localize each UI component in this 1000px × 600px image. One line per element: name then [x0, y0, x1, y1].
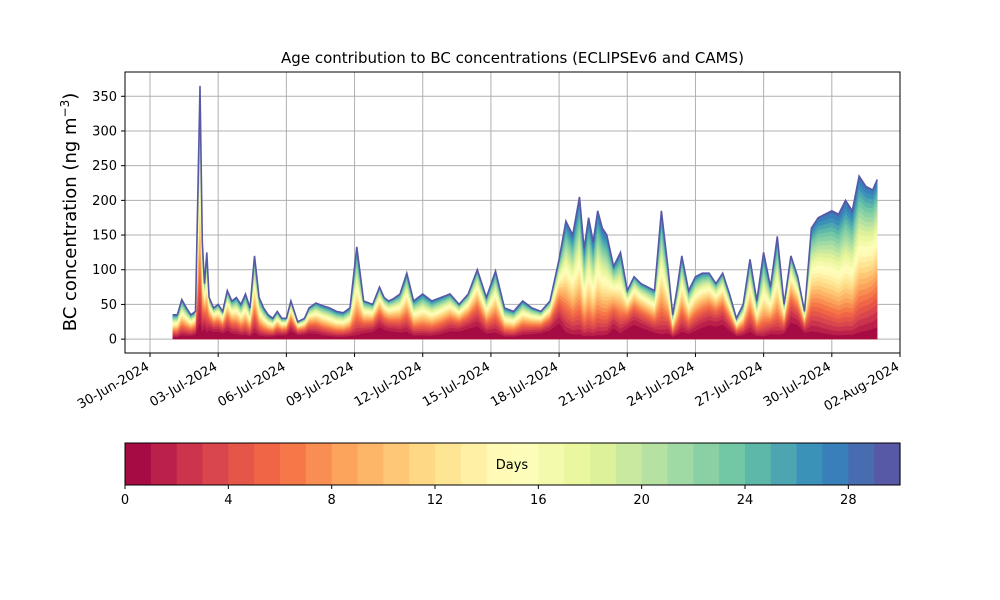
x-tick-label: 12-Jul-2024: [352, 359, 425, 410]
colorbar-swatch: [125, 443, 152, 485]
x-tick-label: 21-Jul-2024: [556, 359, 629, 410]
colorbar-swatch: [538, 443, 565, 485]
stacked-areas: [172, 85, 879, 340]
colorbar-swatch: [228, 443, 255, 485]
colorbar-swatch: [796, 443, 824, 485]
x-tick-label: 15-Jul-2024: [420, 359, 493, 410]
colorbar: 0 4 8 12 16 20 24 28: [121, 442, 901, 508]
colorbar-tick-label: 28: [840, 493, 857, 508]
y-axis-label-sup: −3: [58, 100, 72, 118]
colorbar-swatch: [590, 443, 617, 485]
colorbar-swatch: [202, 443, 229, 485]
y-axis-ticks: 0 50 100 150 200 250 300 350: [92, 90, 125, 348]
colorbar-swatch: [409, 443, 436, 485]
y-tick-label: 350: [92, 90, 117, 105]
colorbar-swatch: [564, 443, 591, 485]
colorbar-swatch: [331, 443, 359, 485]
y-tick-label: 50: [100, 298, 117, 313]
colorbar-swatch: [460, 443, 488, 485]
colorbar-swatch: [745, 443, 772, 485]
x-tick-label: 27-Jul-2024: [693, 359, 766, 410]
y-tick-label: 300: [92, 124, 117, 139]
colorbar-swatch: [486, 443, 514, 485]
colorbar-swatch: [667, 443, 694, 485]
colorbar-swatch: [512, 443, 539, 485]
colorbar-swatch: [357, 443, 384, 485]
x-tick-label: 02-Aug-2024: [822, 359, 902, 414]
colorbar-tick-label: 12: [427, 493, 444, 508]
x-tick-label: 30-Jun-2024: [75, 359, 152, 412]
colorbar-swatch: [693, 443, 720, 485]
colorbar-tick-label: 4: [224, 493, 232, 508]
y-tick-label: 150: [92, 229, 117, 244]
x-tick-label: 18-Jul-2024: [488, 359, 561, 410]
colorbar-swatch: [383, 443, 410, 485]
colorbar-swatch: [641, 443, 669, 485]
colorbar-tick-label: 8: [328, 493, 336, 508]
total-line: [172, 85, 879, 323]
colorbar-swatch: [822, 443, 849, 485]
plot-frame: [124, 71, 901, 354]
x-tick-label: 24-Jul-2024: [625, 359, 698, 410]
y-tick-label: 100: [92, 263, 117, 278]
y-axis-label-main: BC concentration (ng m: [60, 117, 81, 331]
colorbar-swatch: [770, 443, 798, 485]
chart-title: Age contribution to BC concentrations (E…: [281, 49, 744, 67]
colorbar-frame: [124, 442, 901, 486]
x-tick-label: 03-Jul-2024: [147, 359, 220, 410]
y-tick-label: 200: [92, 194, 117, 209]
y-tick-label: 250: [92, 159, 117, 174]
colorbar-swatch: [874, 443, 901, 485]
colorbar-tick-label: 20: [633, 493, 650, 508]
colorbar-swatch: [254, 443, 281, 485]
y-tick-label: 0: [109, 333, 117, 348]
colorbar-swatch: [305, 443, 333, 485]
x-tick-label: 09-Jul-2024: [284, 359, 357, 410]
colorbar-tick-label: 24: [737, 493, 754, 508]
colorbar-swatch: [280, 443, 307, 485]
colorbar-swatch: [150, 443, 178, 485]
colorbar-swatch: [719, 443, 746, 485]
x-axis-ticks: 30-Jun-202403-Jul-202406-Jul-202409-Jul-…: [75, 353, 902, 415]
x-tick-label: 06-Jul-2024: [216, 359, 289, 410]
age-band-area: [172, 322, 878, 340]
colorbar-swatch: [615, 443, 643, 485]
colorbar-tick-label: 16: [530, 493, 547, 508]
colorbar-tick-label: 0: [121, 493, 129, 508]
colorbar-swatch: [176, 443, 204, 485]
colorbar-label: Days: [496, 458, 529, 473]
colorbar-swatch: [435, 443, 462, 485]
y-axis-label-close: ): [60, 93, 81, 100]
y-axis-label: BC concentration (ng m−3): [58, 93, 81, 332]
colorbar-swatch: [848, 443, 875, 485]
